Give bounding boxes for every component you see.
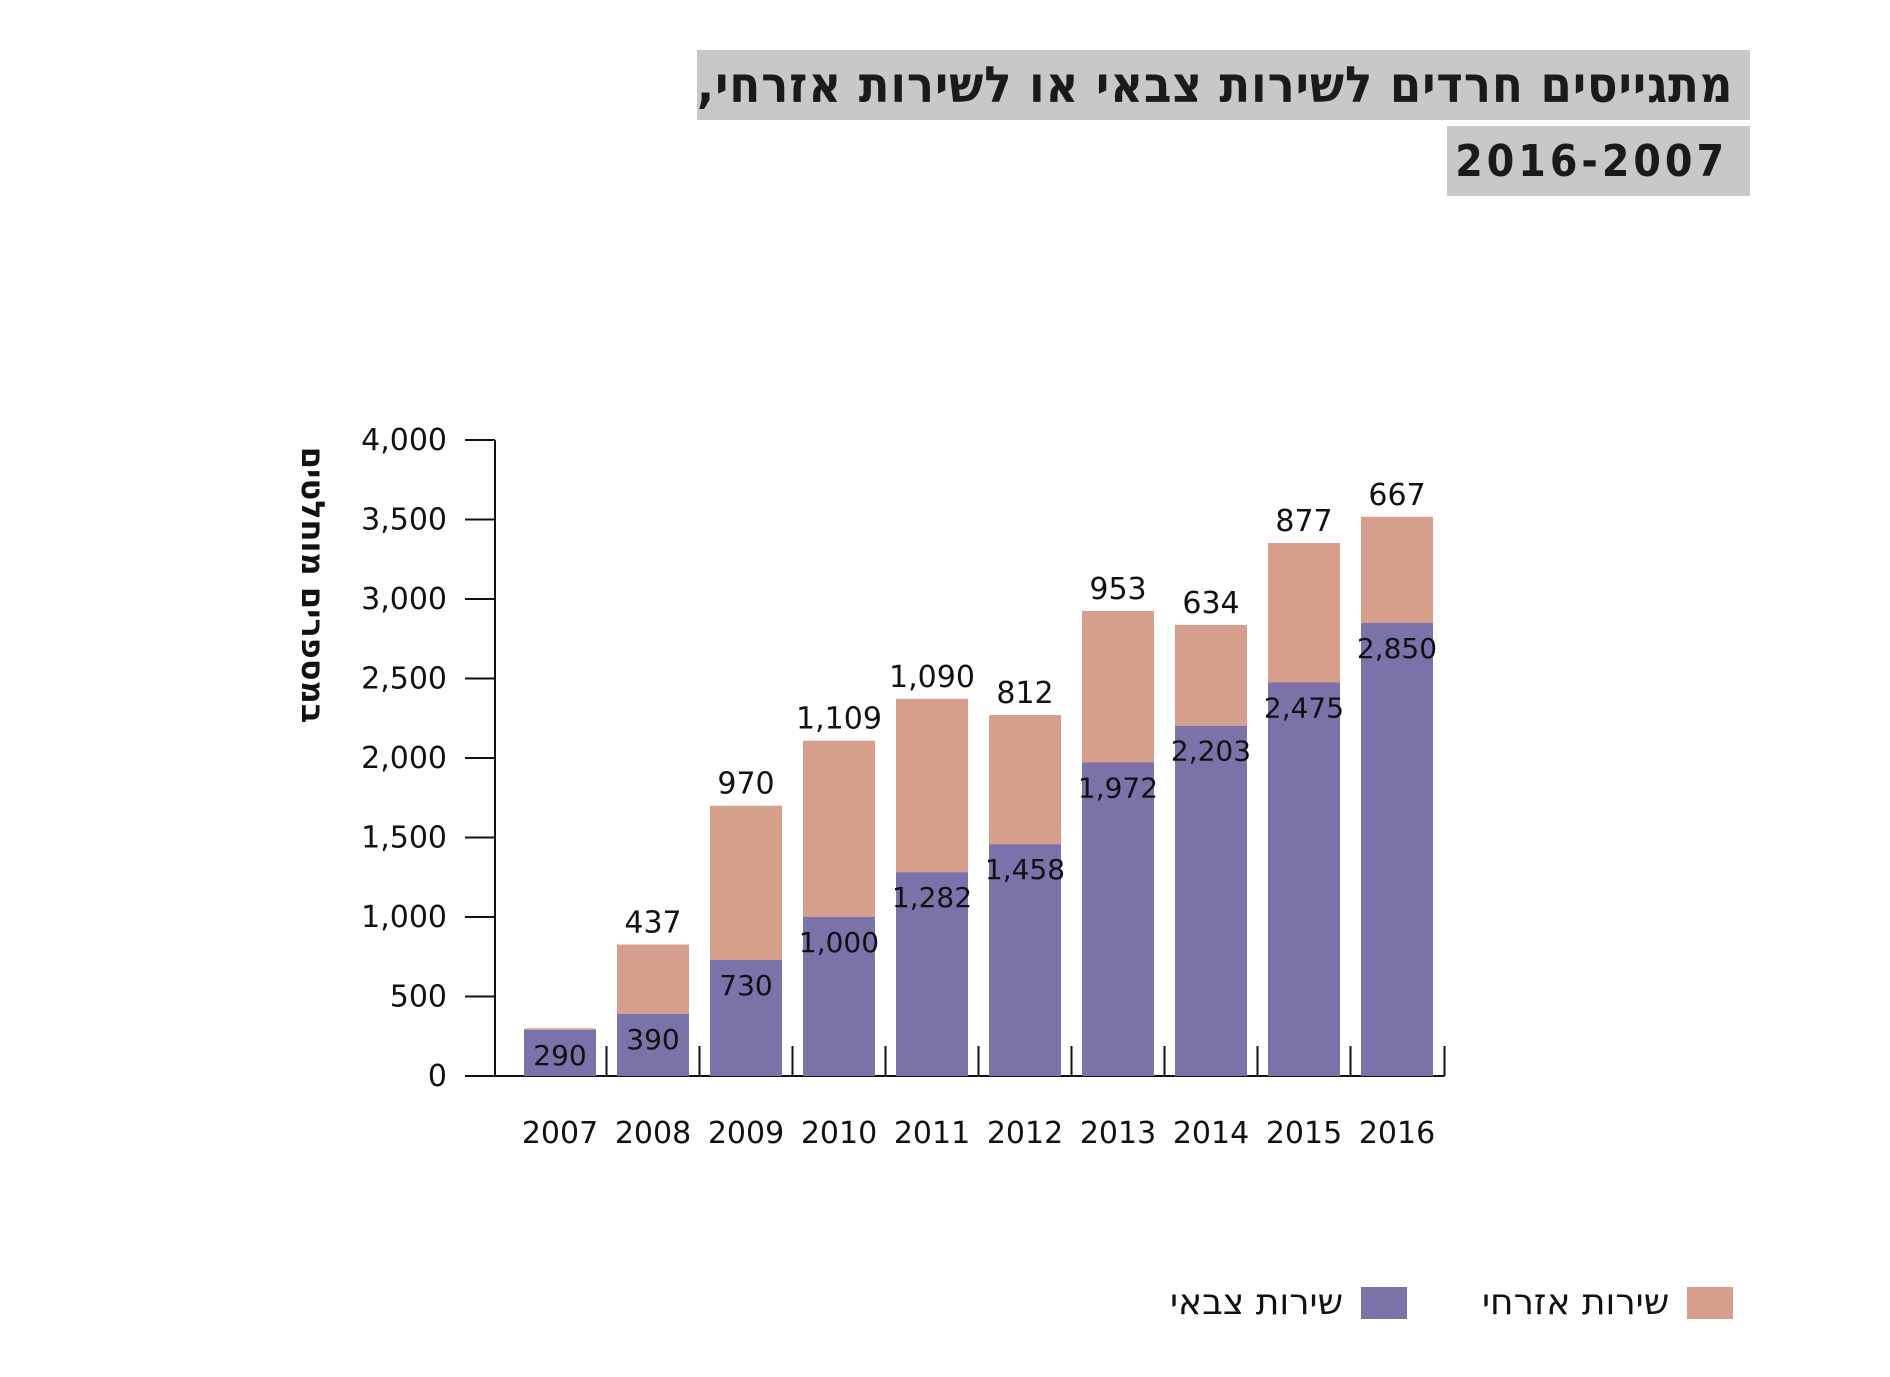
y-tick-label: 3,000 <box>361 582 447 617</box>
data-label-civil-2008: 437 <box>624 906 681 941</box>
data-label-military-2012: 1,458 <box>985 853 1065 886</box>
x-tick-label-2010: 2010 <box>801 1116 877 1151</box>
x-tick-label-2009: 2009 <box>708 1116 784 1151</box>
bar-civil-2014 <box>1175 624 1247 726</box>
y-tick-label: 1,000 <box>361 900 447 935</box>
bar-civil-2016 <box>1361 516 1433 623</box>
bar-civil-2009 <box>710 805 782 960</box>
data-label-civil-2016: 667 <box>1368 478 1425 513</box>
x-tick-label-2007: 2007 <box>522 1116 598 1151</box>
data-label-civil-2010: 1,109 <box>796 702 882 737</box>
data-labels: 290 390 437 730 970 1,000 1,109 1,282 1,090 1,458… <box>533 478 1437 1072</box>
x-tick-label-2015: 2015 <box>1266 1116 1342 1151</box>
y-tick-label: 500 <box>390 980 447 1015</box>
bar-military-2009 <box>710 959 782 1076</box>
data-label-military-2016: 2,850 <box>1357 632 1437 665</box>
y-tick-label: 4,000 <box>361 423 447 458</box>
legend-item-military: שירות צבאי <box>1170 1282 1408 1323</box>
legend-item-civil: שירות אזרחי <box>1482 1282 1734 1323</box>
legend-label-military: שירות צבאי <box>1170 1282 1344 1323</box>
bar-military-2007 <box>524 1029 596 1076</box>
data-label-civil-2015: 877 <box>1275 504 1332 539</box>
bar-military-2008 <box>617 1013 689 1076</box>
y-axis-label: במספרים מוחלטים <box>294 447 332 724</box>
data-label-military-2014: 2,203 <box>1171 735 1251 768</box>
data-label-military-2008: 390 <box>626 1023 679 1056</box>
data-label-civil-2013: 953 <box>1089 572 1146 607</box>
data-label-military-2010: 1,000 <box>799 926 879 959</box>
bar-civil-2012 <box>989 715 1061 845</box>
bar-civil-2008 <box>617 944 689 1014</box>
bar-military-2010 <box>803 917 875 1076</box>
y-tick-label: 2,500 <box>361 662 447 697</box>
chart-title: מתגייסים חרדים לשירות צבאי או לשירות אזר… <box>697 50 1750 120</box>
x-tick-label-2012: 2012 <box>987 1116 1063 1151</box>
bar-military-2016 <box>1361 622 1433 1076</box>
chart-subtitle-years: 2016-2007 <box>1447 126 1750 196</box>
legend-swatch-military <box>1361 1286 1408 1319</box>
x-tick-label-2016: 2016 <box>1359 1116 1435 1151</box>
data-label-civil-2014: 634 <box>1182 586 1239 621</box>
x-tick-label-2008: 2008 <box>615 1116 691 1151</box>
data-label-military-2009: 730 <box>719 969 772 1002</box>
bar-military-2013 <box>1082 762 1154 1076</box>
data-label-military-2013: 1,972 <box>1078 771 1158 804</box>
legend-swatch-civil <box>1687 1286 1734 1319</box>
bar-civil-2011 <box>896 698 968 873</box>
data-label-civil-2011: 1,090 <box>889 660 975 695</box>
bar-civil-2013 <box>1082 610 1154 763</box>
y-tick-label: 0 <box>428 1059 447 1094</box>
legend-label-civil: שירות אזרחי <box>1482 1282 1670 1323</box>
data-label-military-2015: 2,475 <box>1264 691 1344 724</box>
bar-military-2012 <box>989 844 1061 1076</box>
bars <box>524 516 1433 1076</box>
x-tick-label-2013: 2013 <box>1080 1116 1156 1151</box>
data-label-civil-2012: 812 <box>996 676 1053 711</box>
bar-military-2015 <box>1268 682 1340 1076</box>
x-tick-label-2014: 2014 <box>1173 1116 1249 1151</box>
bar-civil-2010 <box>803 740 875 917</box>
data-label-military-2011: 1,282 <box>892 881 972 914</box>
y-tick-label: 1,500 <box>361 821 447 856</box>
bar-military-2011 <box>896 872 968 1076</box>
data-label-military-2007: 290 <box>533 1039 586 1072</box>
y-tick-label: 2,000 <box>361 741 447 776</box>
data-label-civil-2009: 970 <box>717 767 774 802</box>
x-tick-label-2011: 2011 <box>894 1116 970 1151</box>
y-tick-label: 3,500 <box>361 503 447 538</box>
bar-civil-2007 <box>524 1028 596 1030</box>
bar-civil-2015 <box>1268 543 1340 683</box>
bar-military-2014 <box>1175 725 1247 1076</box>
